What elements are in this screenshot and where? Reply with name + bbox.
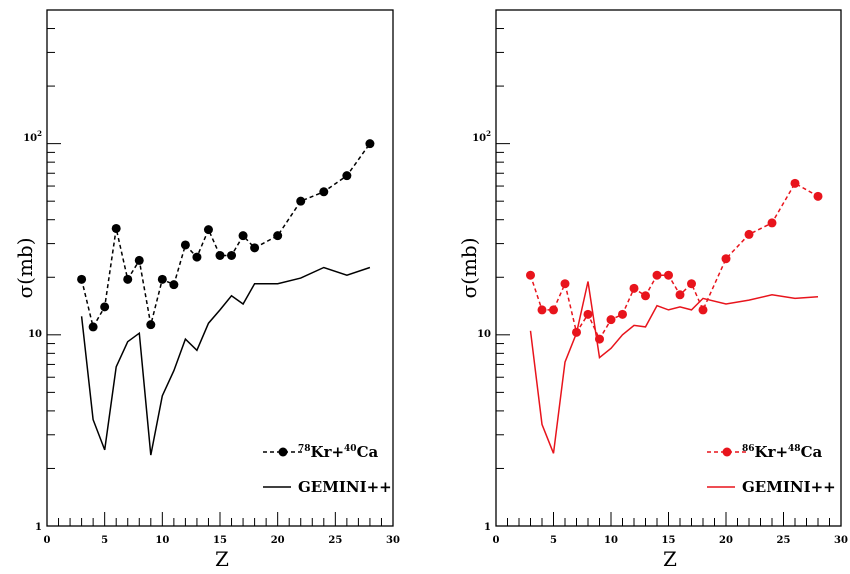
legend-label-78kr40ca: 78Kr+40Ca <box>298 443 379 461</box>
data-point-marker <box>123 274 133 284</box>
y-tick-label-10: 10 <box>28 329 42 340</box>
data-point-marker <box>238 231 248 241</box>
left-x-axis-title: Z <box>215 547 229 571</box>
data-point-marker <box>111 223 121 233</box>
x-tick-label: 0 <box>44 535 51 546</box>
data-point-marker <box>560 279 570 289</box>
data-point-marker <box>88 322 98 332</box>
x-tick-label: 10 <box>604 535 618 546</box>
data-point-marker <box>100 302 110 312</box>
x-tick-label: 25 <box>777 535 791 546</box>
x-tick-label: 15 <box>662 535 676 546</box>
legend-label-86kr48ca: 86Kr+48Ca <box>742 443 823 461</box>
x-tick-label: 5 <box>550 535 557 546</box>
left-x-tick-labels: 0 5 10 15 20 25 30 <box>44 535 400 546</box>
data-point-marker <box>767 218 777 228</box>
legend-marker-sample <box>722 447 732 457</box>
data-point-marker <box>675 290 685 300</box>
right-chart-panel: 0 5 10 15 20 25 30 1 10 102 Z σ(mb) 86Kr+48Ca … <box>457 9 848 571</box>
x-tick-label: 5 <box>101 535 108 546</box>
data-point-marker <box>250 243 260 253</box>
legend-label-gemini: GEMINI++ <box>742 478 836 496</box>
data-point-marker <box>146 320 156 330</box>
data-point-marker <box>169 280 179 290</box>
data-point-marker <box>192 252 202 262</box>
data-point-marker <box>157 274 167 284</box>
data-point-marker <box>134 255 144 265</box>
x-tick-label: 20 <box>719 535 733 546</box>
x-tick-label: 15 <box>213 535 227 546</box>
data-point-marker <box>215 250 225 260</box>
y-tick-label-100: 102 <box>23 129 42 144</box>
y-tick-label-10: 10 <box>477 329 491 340</box>
left-y-tick-labels: 1 10 102 <box>23 129 42 533</box>
x-tick-label: 20 <box>271 535 285 546</box>
data-point-marker <box>537 305 547 315</box>
data-point-marker <box>687 279 696 289</box>
data-point-marker <box>319 187 329 197</box>
x-tick-label: 0 <box>493 535 500 546</box>
left-chart-panel: 0 5 10 15 20 25 30 1 10 102 Z σ(mb) 78Kr+40Ca … <box>13 9 400 571</box>
y-tick-label-1: 1 <box>484 522 491 533</box>
right-x-axis-title: Z <box>663 547 677 571</box>
data-point-marker <box>721 254 731 264</box>
right-y-axis-title: σ(mb) <box>457 237 481 298</box>
data-point-marker <box>629 283 639 293</box>
data-point-marker <box>698 305 708 315</box>
legend-marker-sample <box>278 447 288 457</box>
data-point-marker <box>641 291 650 301</box>
data-point-marker <box>203 225 213 235</box>
right-axis-ticks <box>495 9 842 527</box>
data-point-marker <box>606 315 616 325</box>
right-y-tick-labels: 1 10 102 <box>472 129 491 533</box>
x-tick-label: 25 <box>328 535 342 546</box>
data-point-marker <box>813 191 823 201</box>
x-tick-label: 30 <box>834 535 848 546</box>
data-point-marker <box>664 270 673 280</box>
data-dashed-line <box>529 182 819 341</box>
x-tick-label: 30 <box>386 535 400 546</box>
x-tick-label: 10 <box>155 535 169 546</box>
right-x-tick-labels: 0 5 10 15 20 25 30 <box>493 535 848 546</box>
right-series-layer <box>526 178 823 454</box>
data-point-marker <box>549 305 558 315</box>
left-legend: 78Kr+40Ca GEMINI++ <box>263 443 392 496</box>
data-point-marker <box>296 196 306 206</box>
gemini-model-line <box>80 266 371 456</box>
y-tick-label-1: 1 <box>35 522 42 533</box>
data-point-marker <box>365 139 375 149</box>
data-point-marker <box>744 229 754 239</box>
left-series-layer <box>77 139 375 456</box>
right-legend: 86Kr+48Ca GEMINI++ <box>707 443 836 496</box>
data-point-marker <box>790 178 800 188</box>
data-point-marker <box>526 270 535 280</box>
data-point-marker <box>342 171 352 181</box>
data-dashed-line <box>80 143 371 329</box>
left-axis-ticks <box>46 9 394 527</box>
legend-label-gemini: GEMINI++ <box>298 478 392 496</box>
data-point-marker <box>618 309 627 319</box>
data-point-marker <box>273 231 283 241</box>
data-point-marker <box>652 270 662 280</box>
gemini-model-line <box>529 281 819 454</box>
data-point-marker <box>180 240 190 250</box>
left-y-axis-title: σ(mb) <box>13 237 37 298</box>
data-point-marker <box>77 274 87 284</box>
data-point-marker <box>583 309 593 319</box>
data-point-marker <box>227 250 237 260</box>
y-tick-label-100: 102 <box>472 129 491 144</box>
